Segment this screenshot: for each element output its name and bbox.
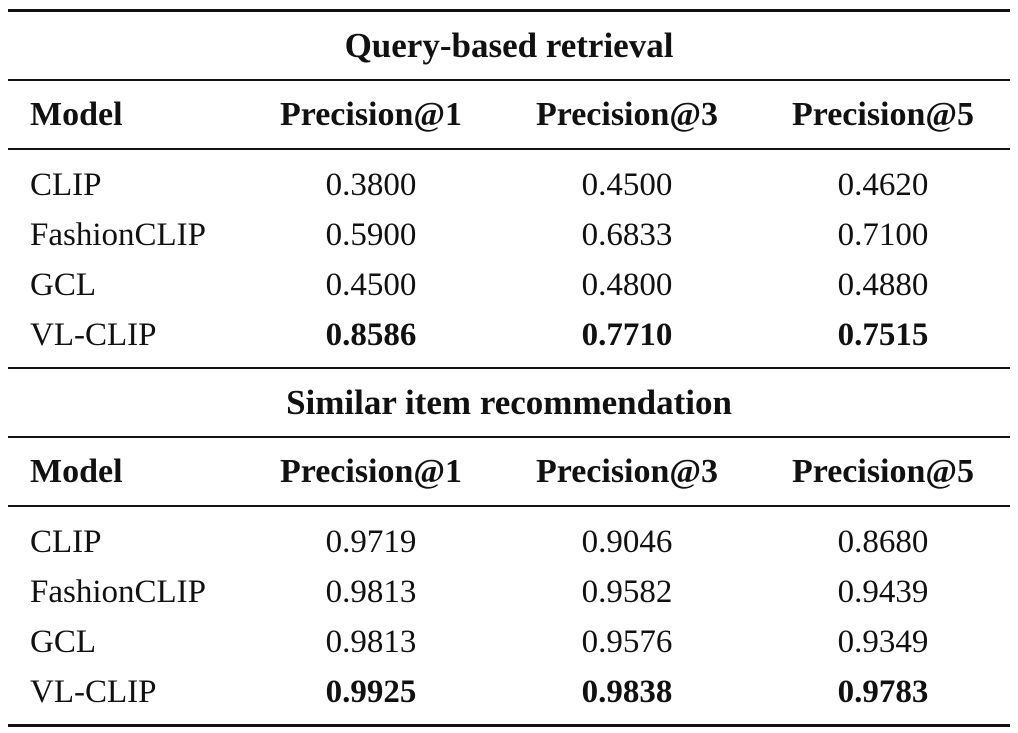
precision-1-value: 0.9719 bbox=[325, 524, 417, 560]
precision-1-value: 0.4500 bbox=[325, 267, 417, 303]
header-model: Model bbox=[30, 96, 123, 133]
model-name: FashionCLIP bbox=[30, 217, 207, 253]
table-row: FashionCLIP 0.5900 0.6833 0.7100 bbox=[8, 213, 1010, 257]
section-title-similar-item: Similar item recommendation bbox=[286, 383, 732, 422]
precision-5-value: 0.4880 bbox=[837, 267, 929, 303]
bottom-rule bbox=[8, 724, 1010, 727]
model-name: CLIP bbox=[30, 524, 102, 560]
header-row: Model Precision@1 Precision@3 Precision@… bbox=[8, 93, 1010, 137]
table-row: VL-CLIP 0.8586 0.7710 0.7515 bbox=[8, 313, 1010, 357]
precision-3-value: 0.9046 bbox=[581, 524, 673, 560]
precision-5-value-best: 0.9783 bbox=[837, 674, 929, 710]
precision-3-value: 0.9576 bbox=[581, 624, 673, 660]
model-name: VL-CLIP bbox=[30, 674, 157, 710]
model-name: VL-CLIP bbox=[30, 317, 157, 353]
precision-3-value: 0.9582 bbox=[581, 574, 673, 610]
precision-1-value-best: 0.8586 bbox=[325, 317, 417, 353]
table-row: CLIP 0.9719 0.9046 0.8680 bbox=[8, 520, 1010, 564]
precision-1-value-best: 0.9925 bbox=[325, 674, 417, 710]
section-rule bbox=[8, 436, 1010, 438]
precision-5-value: 0.9349 bbox=[837, 624, 929, 660]
header-rule bbox=[8, 505, 1010, 507]
precision-1-value: 0.5900 bbox=[325, 217, 417, 253]
table-row: VL-CLIP 0.9925 0.9838 0.9783 bbox=[8, 670, 1010, 714]
precision-5-value: 0.9439 bbox=[837, 574, 929, 610]
precision-5-value-best: 0.7515 bbox=[837, 317, 929, 353]
table-row: GCL 0.9813 0.9576 0.9349 bbox=[8, 620, 1010, 664]
header-precision-5: Precision@5 bbox=[791, 453, 975, 490]
model-name: GCL bbox=[30, 624, 96, 660]
precision-1-value: 0.3800 bbox=[325, 167, 417, 203]
precision-5-value: 0.4620 bbox=[837, 167, 929, 203]
section-title-query-retrieval: Query-based retrieval bbox=[344, 26, 674, 65]
header-precision-5: Precision@5 bbox=[791, 96, 975, 133]
header-precision-3: Precision@3 bbox=[535, 96, 719, 133]
header-precision-1: Precision@1 bbox=[279, 96, 463, 133]
header-model: Model bbox=[30, 453, 123, 490]
precision-1-value: 0.9813 bbox=[325, 624, 417, 660]
precision-3-value: 0.4500 bbox=[581, 167, 673, 203]
precision-5-value: 0.7100 bbox=[837, 217, 929, 253]
header-precision-1: Precision@1 bbox=[279, 453, 463, 490]
header-row: Model Precision@1 Precision@3 Precision@… bbox=[8, 450, 1010, 494]
precision-3-value-best: 0.7710 bbox=[581, 317, 673, 353]
model-name: GCL bbox=[30, 267, 96, 303]
header-rule bbox=[8, 148, 1010, 150]
precision-3-value: 0.4800 bbox=[581, 267, 673, 303]
model-name: CLIP bbox=[30, 167, 102, 203]
table-row: GCL 0.4500 0.4800 0.4880 bbox=[8, 263, 1010, 307]
section-divider-rule bbox=[8, 367, 1010, 369]
table-row: FashionCLIP 0.9813 0.9582 0.9439 bbox=[8, 570, 1010, 614]
header-precision-3: Precision@3 bbox=[535, 453, 719, 490]
precision-1-value: 0.9813 bbox=[325, 574, 417, 610]
section-rule bbox=[8, 79, 1010, 81]
top-rule bbox=[8, 9, 1010, 12]
table-row: CLIP 0.3800 0.4500 0.4620 bbox=[8, 163, 1010, 207]
precision-5-value: 0.8680 bbox=[837, 524, 929, 560]
precision-3-value-best: 0.9838 bbox=[581, 674, 673, 710]
model-name: FashionCLIP bbox=[30, 574, 207, 610]
precision-3-value: 0.6833 bbox=[581, 217, 673, 253]
